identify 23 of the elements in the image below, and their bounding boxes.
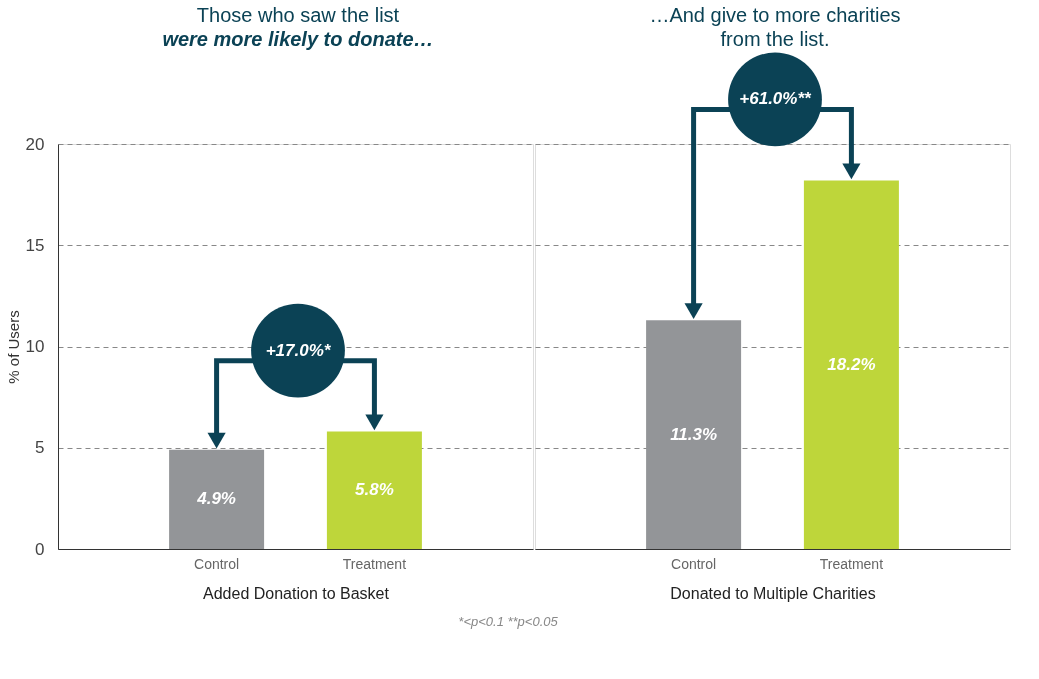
y-tick-label: 0 — [35, 539, 45, 559]
chart-subtitle: from the list. — [720, 28, 830, 50]
x-axis-title: Donated to Multiple Charities — [670, 584, 876, 602]
x-tick-label: Treatment — [342, 555, 407, 572]
chart-title: …And give to more charities — [649, 4, 901, 26]
y-tick-label: 5 — [35, 438, 45, 458]
data-label: 11.3% — [670, 424, 718, 444]
y-tick-label: 15 — [25, 235, 45, 255]
x-axis-title: Added Donation to Basket — [203, 584, 390, 602]
data-label: 18.2% — [827, 354, 876, 374]
x-tick-label: Control — [194, 555, 240, 572]
chart-title: Those who saw the list — [196, 4, 400, 26]
data-label: 5.8% — [355, 480, 394, 500]
x-tick-label: Treatment — [819, 555, 884, 572]
y-axis-title: % of Users — [4, 310, 22, 384]
y-tick-label: 10 — [25, 337, 45, 356]
text: *<p<0.1 **p<0.05 — [458, 613, 559, 629]
y-tick-label: 20 — [25, 134, 45, 154]
chart-subtitle: were more likely to donate… — [162, 28, 434, 50]
data-label: 4.9% — [196, 489, 236, 509]
annotation: +17.0%* — [265, 340, 332, 360]
x-tick-label: Control — [671, 555, 717, 572]
text: +61.0%** — [739, 89, 813, 109]
